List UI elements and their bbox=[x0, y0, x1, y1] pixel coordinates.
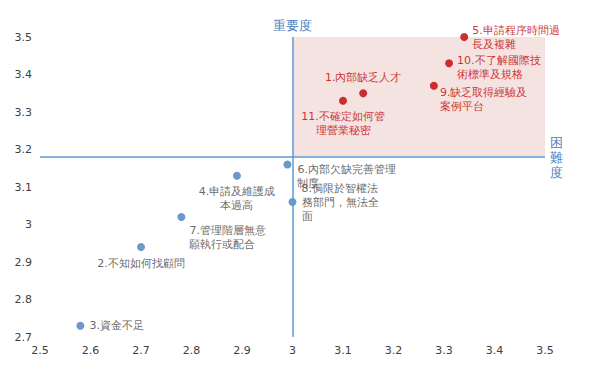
svg-text:3.1: 3.1 bbox=[334, 344, 352, 357]
svg-text:1.內部缺乏人才: 1.內部缺乏人才 bbox=[325, 71, 402, 84]
svg-text:困: 困 bbox=[550, 135, 563, 150]
svg-text:9.缺乏取得經驗及: 9.缺乏取得經驗及 bbox=[440, 86, 528, 99]
svg-text:5.申請程序時間過: 5.申請程序時間過 bbox=[472, 24, 560, 37]
svg-text:6.內部欠缺完善管理: 6.內部欠缺完善管理 bbox=[297, 163, 396, 176]
svg-text:2.8: 2.8 bbox=[183, 344, 201, 357]
svg-text:2.5: 2.5 bbox=[31, 344, 49, 357]
svg-text:4.申請及維護成: 4.申請及維護成 bbox=[199, 185, 276, 198]
svg-text:面: 面 bbox=[302, 210, 313, 223]
svg-text:務部門，無法全: 務部門，無法全 bbox=[302, 196, 379, 209]
svg-text:3.資金不足: 3.資金不足 bbox=[89, 319, 143, 332]
svg-text:3: 3 bbox=[25, 218, 32, 231]
svg-text:術標準及規格: 術標準及規格 bbox=[457, 68, 523, 81]
svg-text:3.5: 3.5 bbox=[536, 344, 554, 357]
svg-text:3.3: 3.3 bbox=[15, 106, 33, 119]
svg-text:難: 難 bbox=[550, 150, 563, 165]
svg-text:度: 度 bbox=[550, 165, 563, 180]
svg-text:3.2: 3.2 bbox=[385, 344, 403, 357]
svg-text:8.侷限於智權法: 8.侷限於智權法 bbox=[302, 182, 379, 195]
svg-text:2.7: 2.7 bbox=[15, 331, 33, 344]
svg-text:3.1: 3.1 bbox=[15, 181, 33, 194]
svg-text:3.4: 3.4 bbox=[486, 344, 504, 357]
svg-text:2.6: 2.6 bbox=[82, 344, 100, 357]
svg-text:2.不知如何找顧問: 2.不知如何找顧問 bbox=[97, 257, 185, 270]
svg-text:本過高: 本過高 bbox=[220, 199, 253, 212]
svg-text:長及複雜: 長及複雜 bbox=[472, 38, 516, 51]
svg-text:願執行或配合: 願執行或配合 bbox=[189, 238, 255, 251]
svg-text:2.7: 2.7 bbox=[132, 344, 150, 357]
svg-text:11.不確定如何管: 11.不確定如何管 bbox=[301, 110, 385, 123]
svg-text:7.管理階層無意: 7.管理階層無意 bbox=[189, 224, 266, 237]
svg-text:案例平台: 案例平台 bbox=[440, 100, 484, 113]
svg-text:3.2: 3.2 bbox=[15, 143, 33, 156]
svg-text:3.3: 3.3 bbox=[435, 344, 453, 357]
svg-text:理營業秘密: 理營業秘密 bbox=[316, 124, 371, 137]
svg-text:重要度: 重要度 bbox=[273, 18, 312, 33]
svg-text:3.4: 3.4 bbox=[15, 68, 33, 81]
svg-text:10.不了解國際技: 10.不了解國際技 bbox=[457, 54, 541, 67]
svg-text:2.9: 2.9 bbox=[233, 344, 251, 357]
svg-text:3: 3 bbox=[289, 344, 296, 357]
svg-text:3.5: 3.5 bbox=[15, 31, 33, 44]
svg-text:2.8: 2.8 bbox=[15, 293, 33, 306]
svg-text:2.9: 2.9 bbox=[15, 256, 33, 269]
